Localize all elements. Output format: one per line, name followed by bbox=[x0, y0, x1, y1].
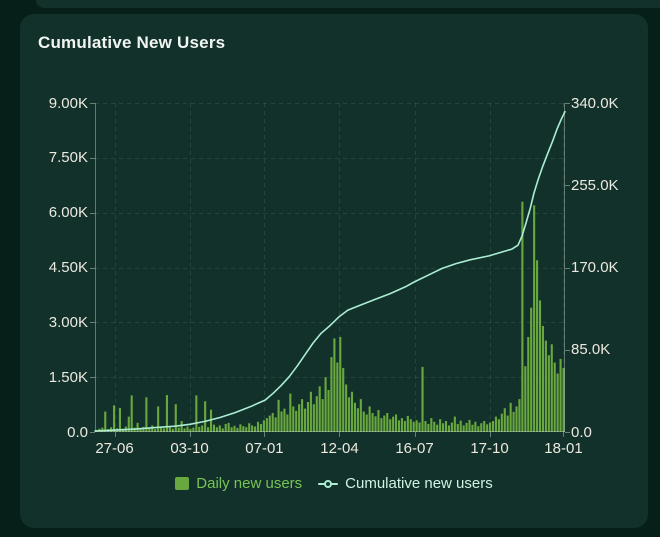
right-y-axis-labels: 0.0 85.0K 170.0K 255.0K 340.0K bbox=[571, 96, 643, 440]
x-tick-label: 18-01 bbox=[544, 440, 583, 457]
chart-plot-region bbox=[90, 103, 570, 437]
x-tick-label: 07-01 bbox=[245, 440, 284, 457]
x-tick-label: 27-06 bbox=[95, 440, 134, 457]
y-tick-label-right: 170.0K bbox=[571, 259, 619, 276]
y-tick-label-left: 3.00K bbox=[48, 313, 88, 331]
legend-item-daily-new-users[interactable]: Daily new users bbox=[175, 475, 302, 492]
cumulative-new-users-panel: Cumulative New Users 0.0 1.50K 3.00K 4.50K 6… bbox=[20, 14, 648, 528]
y-tick-label-left: 4.50K bbox=[48, 259, 88, 276]
cumulative-line bbox=[94, 110, 566, 432]
y-tick-label-left: 6.00K bbox=[48, 204, 88, 222]
y-tick-label-right: 85.0K bbox=[571, 341, 611, 359]
axis-tick-marks bbox=[90, 103, 570, 437]
chart-canvas[interactable] bbox=[90, 103, 570, 437]
y-tick-label-right: 255.0K bbox=[571, 176, 619, 194]
y-tick-label-left: 9.00K bbox=[48, 94, 88, 112]
cumulative-line-marker-icon bbox=[318, 479, 339, 489]
left-y-axis-labels: 0.0 1.50K 3.00K 4.50K 6.00K 7.50K 9.00K bbox=[26, 96, 88, 440]
y-tick-label-right: 340.0K bbox=[571, 94, 619, 112]
y-tick-label-left: 1.50K bbox=[48, 368, 88, 386]
x-tick-label: 03-10 bbox=[170, 440, 209, 457]
daily-new-users-swatch-icon bbox=[175, 477, 190, 490]
bars-daily-new-users bbox=[95, 201, 565, 432]
y-tick-label-left: 0.0 bbox=[67, 423, 88, 441]
legend-item-cumulative-new-users[interactable]: Cumulative new users bbox=[318, 475, 493, 492]
y-tick-label-right: 0.0 bbox=[571, 423, 592, 441]
axis-lines bbox=[95, 103, 565, 432]
x-tick-label: 12-04 bbox=[320, 440, 359, 457]
x-tick-label: 17-10 bbox=[470, 440, 509, 457]
x-axis-labels: 27-06 03-10 07-01 12-04 16-07 17-10 18-01 bbox=[95, 440, 582, 460]
previous-card-edge bbox=[36, 0, 660, 8]
chart-title: Cumulative New Users bbox=[38, 33, 226, 52]
legend-label-cumulative: Cumulative new users bbox=[345, 475, 493, 492]
chart-legend: Daily new users Cumulative new users bbox=[20, 475, 648, 492]
legend-label-daily: Daily new users bbox=[196, 475, 303, 492]
y-tick-label-left: 7.50K bbox=[48, 149, 88, 167]
x-tick-label: 16-07 bbox=[395, 440, 434, 457]
gridlines bbox=[95, 103, 565, 432]
